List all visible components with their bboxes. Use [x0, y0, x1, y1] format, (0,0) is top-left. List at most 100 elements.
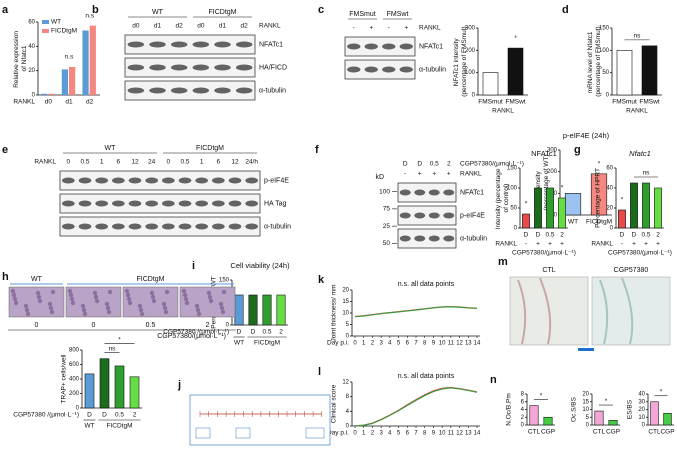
significance-label: * — [621, 197, 624, 204]
y-axis-label: ES/BS — [627, 399, 634, 419]
blot-band — [192, 41, 210, 48]
blot-band — [235, 64, 253, 71]
blot-band — [145, 200, 159, 207]
x-tick-label: D — [620, 232, 625, 239]
blot-band — [170, 41, 188, 48]
cell-texture — [69, 296, 75, 302]
blot-band — [245, 177, 258, 184]
lane-row-label: RANKL — [259, 23, 281, 30]
significance-label: * — [525, 201, 528, 208]
row-value: + — [644, 241, 648, 248]
blot-band — [399, 189, 411, 196]
y-tick-label: 150 — [507, 166, 518, 172]
blot-band — [212, 177, 225, 184]
x-tick-label: 13 — [465, 431, 472, 437]
lane-label: + — [432, 171, 436, 178]
y-tick-label: 50 — [602, 70, 609, 76]
cell-texture — [13, 300, 19, 306]
x-tick-label: 4 — [388, 341, 392, 347]
band-label: p-eIF4E — [264, 177, 289, 184]
lane-row-label: CGP57380/(μmol·L⁻¹) — [460, 161, 524, 168]
cell-texture — [70, 300, 76, 306]
blot-band — [414, 212, 426, 219]
cell-texture — [218, 301, 224, 307]
lane-label: + — [404, 25, 408, 32]
y-tick-label: 4 — [346, 409, 350, 415]
y-axis-label: TRAP+ cells/well — [61, 354, 68, 403]
bar — [507, 47, 524, 96]
x-tick-label: d2 — [86, 99, 94, 106]
x-axis-label: Day p.i. — [327, 430, 349, 437]
y-tick-label: 4 — [521, 407, 525, 413]
image-label: 0 — [35, 322, 39, 329]
cell-texture — [37, 298, 43, 304]
cell-texture — [161, 301, 167, 307]
blot-band — [245, 200, 258, 207]
y-axis-label: Joint thickness/ mm — [331, 284, 338, 341]
cell-texture — [49, 309, 55, 315]
cell-texture — [220, 309, 226, 315]
x-axis-label: RANKL — [492, 108, 514, 115]
lane-label: - — [388, 25, 390, 32]
image-xlabel: CGP57380/(μmol·L⁻¹) — [157, 333, 226, 340]
panel-letter: i — [192, 260, 195, 272]
blot-band — [347, 43, 361, 50]
lane-label: d2 — [241, 23, 249, 30]
x-tick-label: 6 — [406, 431, 410, 437]
x-tick-label: CGP — [606, 429, 620, 436]
panel-letter: c — [318, 4, 324, 16]
bar — [616, 50, 633, 96]
y-tick-label: 0 — [521, 423, 525, 429]
y-axis-label: Intensity (percentage of WT) — [535, 155, 550, 211]
blot-band — [95, 223, 108, 230]
panel-letter: g — [574, 144, 581, 156]
blot-group-label: FMSmut — [349, 11, 376, 18]
x-tick-label: D — [237, 329, 242, 336]
y-tick-label: 600 — [69, 362, 80, 368]
bar — [48, 93, 55, 95]
cell-texture — [67, 288, 73, 294]
y-axis-label: Percentage of HPRT — [595, 168, 602, 228]
lane-label: d0 — [197, 23, 205, 30]
blot-band — [212, 200, 225, 207]
blot-band — [228, 200, 242, 207]
tissue-texture — [517, 277, 552, 345]
cell-texture — [206, 290, 212, 296]
panel-letter: j — [177, 379, 181, 391]
band-label: p-eIF4E — [460, 212, 485, 219]
y-tick-label: 6 — [521, 399, 525, 405]
y-tick-label: 100 — [507, 186, 518, 192]
cell-texture — [47, 301, 53, 307]
row-label: RANKL — [591, 241, 613, 248]
y-tick-label: 0 — [472, 93, 476, 99]
blot-band — [443, 189, 455, 196]
chart-title: Cell viability (24h) — [230, 261, 290, 270]
y-tick-label: 10 — [342, 311, 349, 317]
x-tick-label: d1 — [65, 99, 73, 106]
lane-label: 24 — [148, 159, 156, 166]
cell-texture — [221, 289, 227, 295]
x-tick-label: 5 — [397, 341, 401, 347]
y-axis-label: mRNA level of Nfatc1 (percentage of FMSm… — [587, 26, 602, 96]
x-axis-label: CGP57380 /(μmol·L⁻¹) — [163, 329, 229, 336]
y-tick-label: 2 — [521, 415, 525, 421]
lane-label: - — [404, 171, 406, 178]
band-label: NFATc1 — [419, 43, 443, 50]
blot-band — [228, 223, 242, 230]
bar — [534, 187, 542, 229]
cell-texture — [194, 303, 200, 309]
y-tick-label: 100 — [599, 48, 610, 54]
x-tick-label: CTL — [648, 429, 661, 436]
panel-letter: h — [2, 271, 9, 283]
marker-label: 75 — [383, 206, 391, 213]
x-tick-label: 0.5 — [115, 412, 124, 419]
lane-label: + — [418, 171, 422, 178]
significance-label: * — [598, 161, 601, 168]
blot-group-label: FICDtgM — [209, 9, 237, 16]
cell-texture — [93, 294, 99, 300]
group-label: FICDtgM — [254, 340, 280, 347]
bar — [608, 420, 618, 426]
lane-label: - — [353, 25, 355, 32]
blot-band — [364, 43, 378, 50]
image-group-label: FICDtgM — [137, 276, 165, 283]
